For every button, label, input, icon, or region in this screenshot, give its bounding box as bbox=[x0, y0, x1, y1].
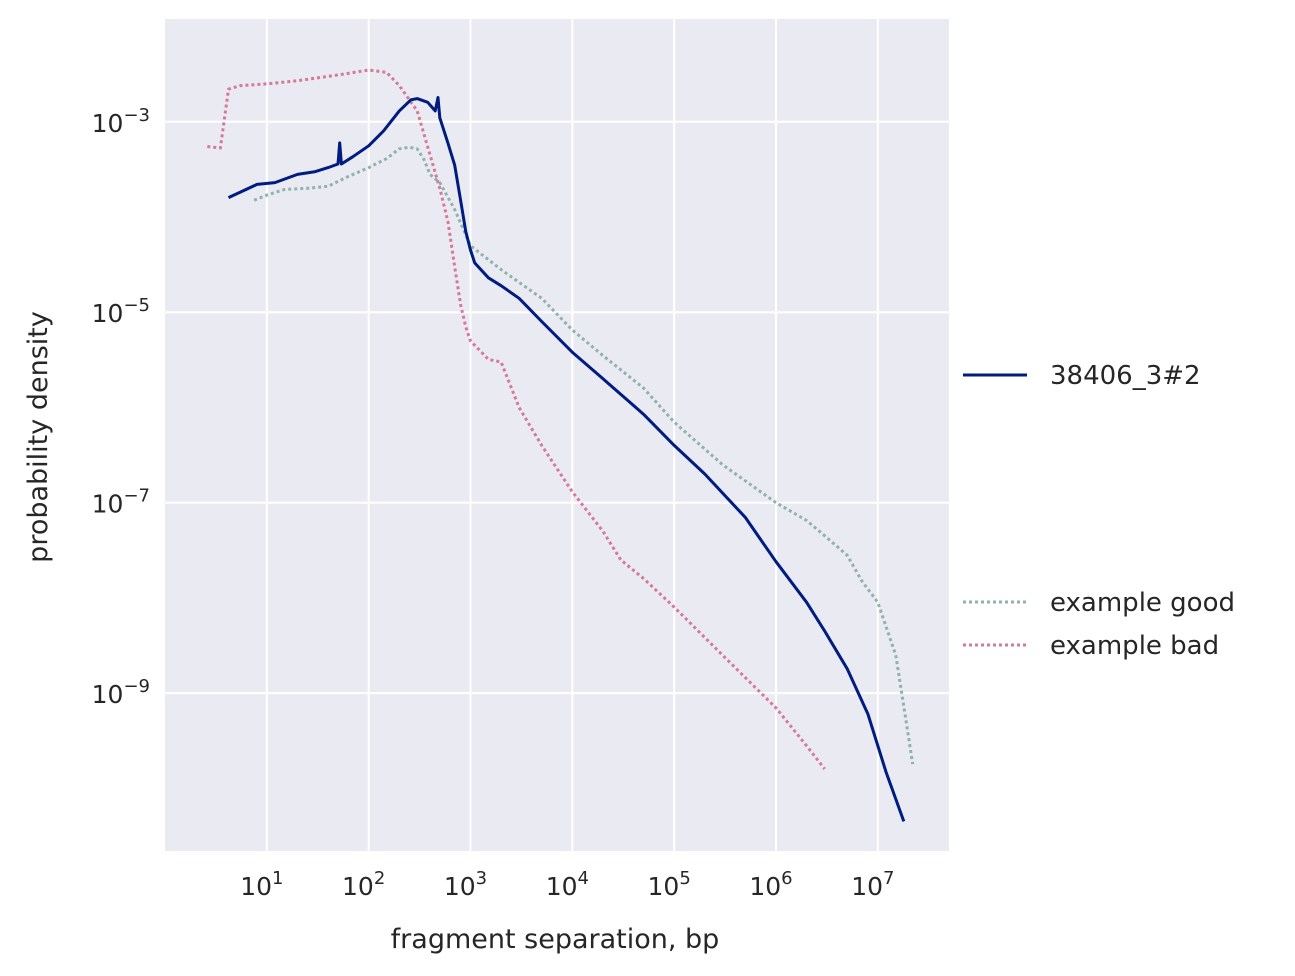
x-tick-label: 102 bbox=[342, 868, 385, 901]
y-axis-ticks: 10−3 10−5 10−7 10−9 bbox=[92, 105, 150, 709]
x-tick-label: 101 bbox=[240, 868, 283, 901]
series-line-example-good bbox=[253, 145, 915, 765]
series-line-38406-3-2 bbox=[227, 96, 906, 822]
legend-label-example-bad: example bad bbox=[1050, 631, 1219, 661]
x-tick-label: 105 bbox=[648, 868, 691, 901]
x-tick-label: 103 bbox=[444, 868, 487, 901]
x-axis-label: fragment separation, bp bbox=[391, 924, 720, 955]
plot-background bbox=[165, 19, 949, 851]
y-tick-label: 10−3 bbox=[92, 105, 150, 138]
x-axis-ticks: 101 102 103 104 105 106 107 bbox=[240, 868, 894, 901]
y-tick-label: 10−7 bbox=[92, 486, 150, 519]
series-line-example-bad bbox=[207, 68, 826, 770]
y-axis-label: probability density bbox=[23, 311, 54, 563]
y-tick-label: 10−5 bbox=[92, 295, 150, 328]
x-tick-label: 104 bbox=[546, 868, 589, 901]
series-lines bbox=[207, 68, 915, 822]
legend: 38406_3#2 example good example bad bbox=[963, 361, 1235, 661]
legend-label-example-good: example good bbox=[1050, 588, 1235, 618]
grid bbox=[165, 19, 949, 851]
x-tick-label: 107 bbox=[851, 868, 894, 901]
x-tick-label: 106 bbox=[749, 868, 792, 901]
y-tick-label: 10−9 bbox=[92, 676, 150, 709]
legend-label-38406-3-2: 38406_3#2 bbox=[1050, 361, 1201, 391]
